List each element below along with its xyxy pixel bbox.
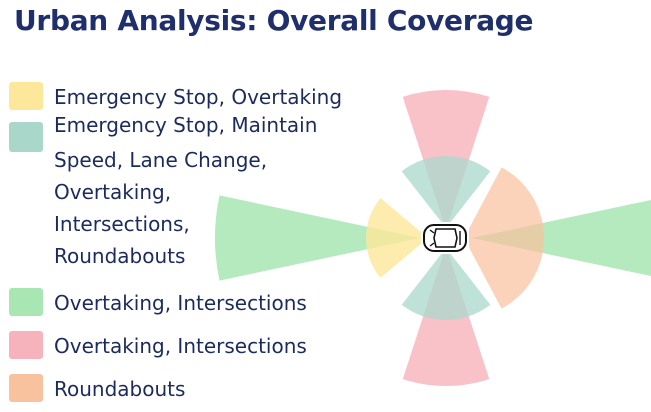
- sector-green-left: [215, 195, 420, 281]
- legend-swatch-pink: [9, 331, 43, 359]
- legend-swatch-green: [9, 288, 43, 316]
- legend-label-intersections: Intersections,: [54, 212, 190, 236]
- legend-label-speed-lane-change: Speed, Lane Change,: [54, 148, 268, 172]
- legend-label-emergency-overtaking: Emergency Stop, Overtaking: [54, 85, 343, 109]
- legend-label-roundabouts-teal: Roundabouts: [54, 244, 186, 268]
- sector-green-right: [472, 199, 651, 277]
- sector-orange-right: [464, 167, 544, 309]
- legend-label-overtaking-intersections-pink: Overtaking, Intersections: [54, 334, 307, 358]
- sector-yellow-left: [366, 198, 428, 278]
- sector-teal-top: [401, 156, 491, 228]
- legend-label-roundabouts: Roundabouts: [54, 377, 186, 401]
- legend-label-emergency-maintain: Emergency Stop, Maintain: [54, 113, 318, 137]
- legend-swatch-yellow: [9, 82, 43, 110]
- legend-label-overtaking-intersections-green: Overtaking, Intersections: [54, 291, 307, 315]
- sector-teal-bottom: [401, 248, 491, 321]
- legend-swatch-teal: [9, 122, 43, 152]
- car-top-view-icon: [421, 222, 469, 254]
- legend-label-overtaking: Overtaking,: [54, 180, 172, 204]
- legend-swatch-orange: [9, 374, 43, 402]
- coverage-sectors: [215, 90, 651, 386]
- page-title: Urban Analysis: Overall Coverage: [14, 4, 534, 37]
